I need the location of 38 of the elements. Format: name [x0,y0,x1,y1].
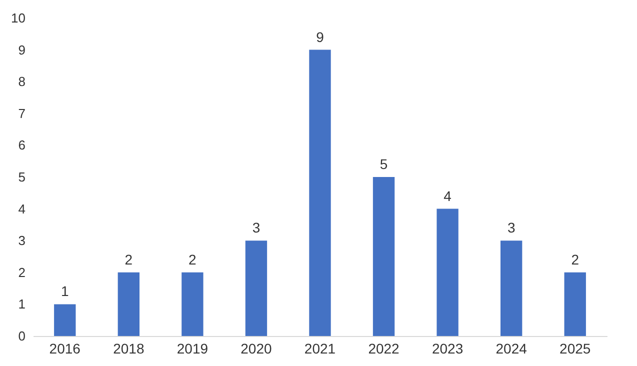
data-label: 3 [507,220,516,236]
x-tick-label: 2023 [432,340,464,356]
y-tick-label: 5 [18,170,26,184]
bar [245,240,268,336]
y-tick-label: 0 [18,328,26,344]
y-tick-label: 6 [18,138,26,153]
data-label: 1 [60,283,69,300]
bar [564,272,586,336]
x-tick-label: 2022 [368,340,400,356]
bar [309,50,331,336]
data-label: 3 [252,220,260,236]
bar [182,272,204,336]
y-tick-label: 3 [18,233,26,248]
x-tick-label: 2020 [240,340,272,356]
y-tick-label: 9 [18,42,26,58]
bar [500,240,522,336]
x-tick-label: 2019 [176,340,208,356]
data-label: 5 [380,156,388,172]
y-tick-label: 2 [18,264,26,280]
y-tick-label: 8 [18,74,26,90]
y-tick-label: 7 [18,106,26,121]
bar [372,177,395,336]
x-tick-label: 2025 [560,340,591,356]
data-label: 2 [124,251,133,268]
data-label: 2 [188,251,197,268]
bar [54,304,76,336]
bar [436,208,458,336]
data-label: 4 [444,188,452,204]
y-tick-label: 10 [11,10,26,26]
y-tick-label: 4 [18,201,26,216]
bar [118,272,140,336]
x-tick-label: 2024 [496,340,528,356]
x-tick-label: 2016 [49,340,81,356]
x-tick-label: 2021 [304,340,336,356]
data-label: 2 [571,251,580,268]
y-tick-label: 1 [18,296,26,312]
x-tick-label: 2018 [113,340,144,356]
data-label: 9 [316,28,324,45]
